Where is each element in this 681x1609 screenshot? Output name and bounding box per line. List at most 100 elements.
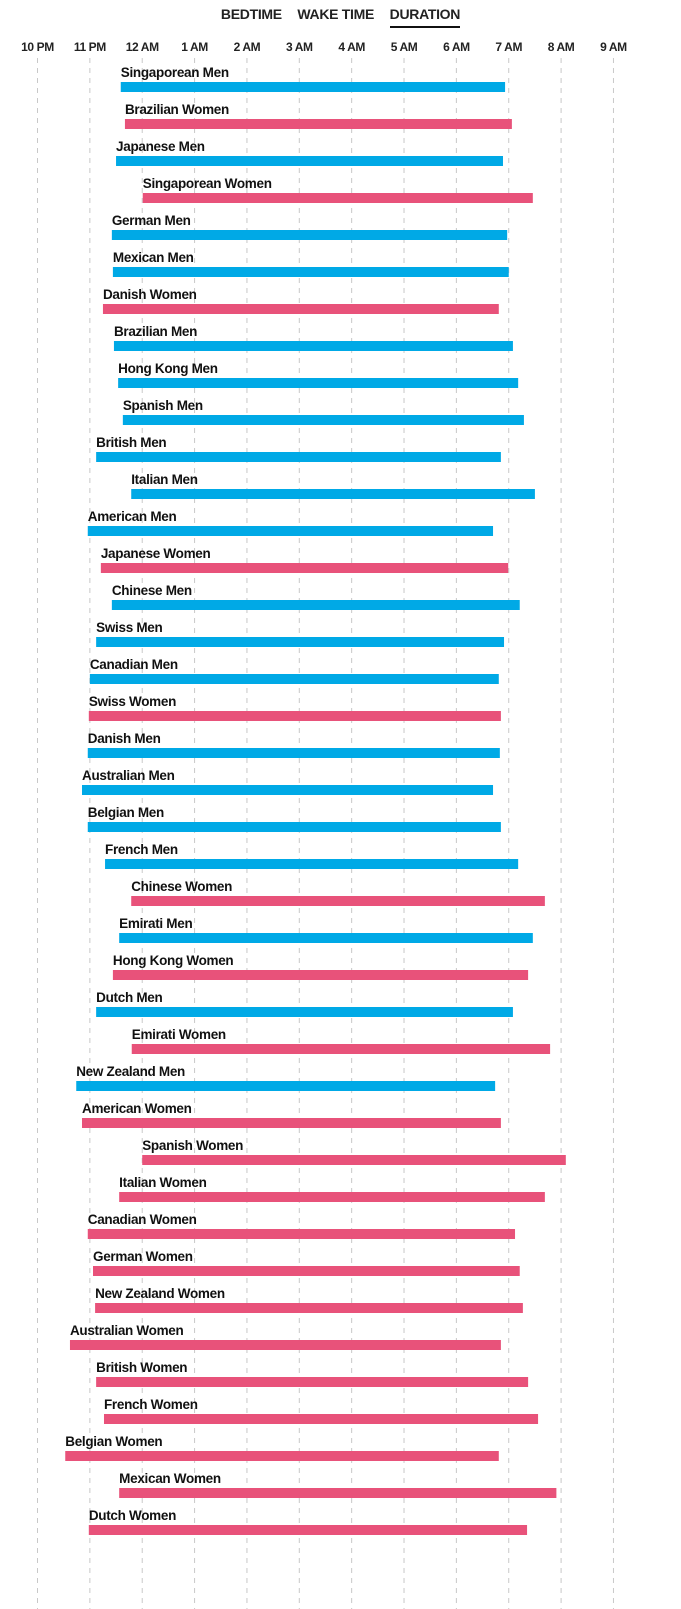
row-label: Singaporean Men bbox=[121, 65, 229, 80]
chart-row: New Zealand Women bbox=[95, 1286, 523, 1313]
chart-row: Emirati Men bbox=[119, 916, 533, 943]
x-tick-label: 9 AM bbox=[600, 40, 627, 54]
chart-row: Canadian Women bbox=[87, 1212, 516, 1239]
row-label: Spanish Men bbox=[123, 398, 203, 413]
row-label: Hong Kong Women bbox=[113, 953, 234, 968]
row-label: Emirati Women bbox=[132, 1027, 226, 1042]
chart-row: British Men bbox=[96, 435, 501, 462]
duration-bar bbox=[111, 600, 520, 610]
duration-bar bbox=[118, 378, 519, 388]
duration-bar bbox=[112, 267, 509, 277]
duration-bar bbox=[76, 1081, 496, 1091]
row-label: Canadian Women bbox=[88, 1212, 197, 1227]
duration-bar bbox=[65, 1451, 499, 1461]
row-label: Dutch Men bbox=[96, 990, 162, 1005]
duration-bar bbox=[100, 563, 509, 573]
row-label: German Women bbox=[93, 1249, 193, 1264]
row-label: American Women bbox=[82, 1101, 192, 1116]
duration-bar bbox=[87, 1229, 516, 1239]
x-tick-label: 2 AM bbox=[234, 40, 261, 54]
chart-row: Mexican Men bbox=[112, 250, 509, 277]
duration-bar bbox=[88, 711, 501, 721]
x-tick-label: 12 AM bbox=[126, 40, 159, 54]
duration-bar bbox=[122, 415, 524, 425]
duration-bar bbox=[131, 896, 545, 906]
chart-row: Italian Women bbox=[119, 1175, 545, 1202]
row-label: Australian Men bbox=[82, 768, 175, 783]
duration-bar bbox=[88, 1525, 528, 1535]
row-label: French Women bbox=[104, 1397, 198, 1412]
duration-bar bbox=[103, 1414, 539, 1424]
x-tick-label: 10 PM bbox=[21, 40, 54, 54]
chart-row: Spanish Men bbox=[122, 398, 524, 425]
chart-row: Mexican Women bbox=[119, 1471, 557, 1498]
row-label: Brazilian Men bbox=[114, 324, 197, 339]
row-label: New Zealand Men bbox=[76, 1064, 185, 1079]
duration-bar bbox=[87, 748, 500, 758]
chart-row: Singaporean Men bbox=[120, 65, 506, 92]
row-label: Belgian Men bbox=[88, 805, 164, 820]
chart-rows: Singaporean Men Brazilian Women Japanese M… bbox=[65, 65, 566, 1535]
row-label: New Zealand Women bbox=[95, 1286, 225, 1301]
duration-bar bbox=[96, 452, 501, 462]
chart-row: Emirati Women bbox=[131, 1027, 551, 1054]
row-label: Canadian Men bbox=[90, 657, 178, 672]
grid-lines bbox=[37, 58, 614, 1609]
duration-bar bbox=[119, 1192, 545, 1202]
tab-bedtime[interactable]: BEDTIME bbox=[220, 6, 282, 22]
duration-bar bbox=[82, 785, 494, 795]
row-label: Mexican Men bbox=[113, 250, 194, 265]
row-label: Danish Women bbox=[103, 287, 197, 302]
row-label: British Men bbox=[96, 435, 166, 450]
duration-bar bbox=[96, 1007, 513, 1017]
x-tick-label: 5 AM bbox=[391, 40, 418, 54]
chart-row: Chinese Women bbox=[131, 879, 545, 906]
tab-wake-time[interactable]: WAKE TIME bbox=[297, 6, 375, 22]
row-label: American Men bbox=[88, 509, 177, 524]
duration-bar bbox=[116, 156, 503, 166]
chart-row: Danish Women bbox=[102, 287, 499, 314]
row-label: Belgian Women bbox=[65, 1434, 162, 1449]
duration-bar bbox=[69, 1340, 501, 1350]
row-label: Mexican Women bbox=[119, 1471, 221, 1486]
row-label: Chinese Men bbox=[112, 583, 192, 598]
chart-row: Hong Kong Women bbox=[112, 953, 529, 980]
row-label: German Men bbox=[112, 213, 191, 228]
duration-bar bbox=[142, 1155, 566, 1165]
chart-row: Australian Women bbox=[69, 1323, 501, 1350]
duration-bar bbox=[82, 1118, 501, 1128]
chart-row: German Women bbox=[93, 1249, 520, 1276]
chart-row: Brazilian Women bbox=[124, 102, 512, 129]
row-label: Spanish Women bbox=[142, 1138, 243, 1153]
row-label: Chinese Women bbox=[131, 879, 232, 894]
x-tick-label: 7 AM bbox=[495, 40, 522, 54]
row-label: Brazilian Women bbox=[125, 102, 229, 117]
duration-bar bbox=[131, 489, 535, 499]
row-label: Singaporean Women bbox=[143, 176, 272, 191]
row-label: Swiss Men bbox=[96, 620, 162, 635]
chart-row: German Men bbox=[111, 213, 508, 240]
chart-row: British Women bbox=[96, 1360, 529, 1387]
tab-duration[interactable]: DURATION bbox=[389, 6, 460, 28]
chart-row: Belgian Men bbox=[87, 805, 501, 832]
row-label: Australian Women bbox=[70, 1323, 184, 1338]
chart-row: Hong Kong Men bbox=[118, 361, 519, 388]
chart-row: Danish Men bbox=[87, 731, 500, 758]
chart-row: Swiss Women bbox=[88, 694, 501, 721]
row-label: Swiss Women bbox=[89, 694, 176, 709]
chart-row: Belgian Women bbox=[65, 1434, 499, 1461]
chart-row: Swiss Men bbox=[96, 620, 505, 647]
duration-bar bbox=[89, 674, 499, 684]
row-label: Italian Women bbox=[119, 1175, 206, 1190]
x-tick-label: 4 AM bbox=[338, 40, 365, 54]
duration-bar bbox=[96, 1377, 529, 1387]
x-tick-label: 8 AM bbox=[548, 40, 575, 54]
chart-row: French Men bbox=[105, 842, 519, 869]
chart-row: French Women bbox=[103, 1397, 539, 1424]
x-tick-label: 1 AM bbox=[181, 40, 208, 54]
chart-row: Dutch Women bbox=[88, 1508, 528, 1535]
x-tick-label: 3 AM bbox=[286, 40, 313, 54]
duration-bar bbox=[119, 1488, 557, 1498]
chart-row: American Men bbox=[87, 509, 494, 536]
